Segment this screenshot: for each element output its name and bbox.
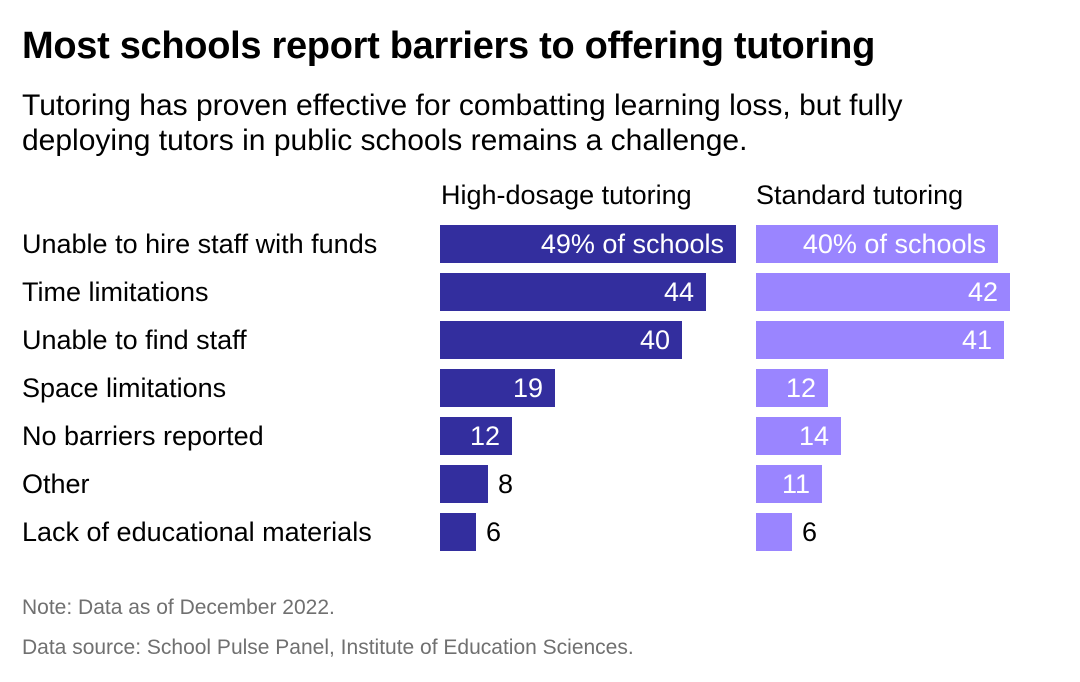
chart-source: Data source: School Pulse Panel, Institu…: [22, 636, 634, 659]
bar: [756, 225, 998, 263]
data-label: 40% of schools: [802, 229, 986, 259]
category-label: Unable to find staff: [22, 325, 247, 355]
bar: [440, 321, 682, 359]
category-label: Unable to hire staff with funds: [22, 229, 378, 259]
panel-title-high-dosage: High-dosage tutoring: [441, 180, 692, 210]
chart-note: Note: Data as of December 2022.: [22, 596, 335, 619]
category-label: Space limitations: [22, 373, 227, 403]
data-label: 42: [967, 277, 998, 307]
bar: [440, 225, 736, 263]
chart-subtitle: Tutoring has proven effective for combat…: [22, 88, 1072, 158]
data-label: 44: [663, 277, 694, 307]
bar: [756, 273, 1010, 311]
data-label: 6: [802, 517, 818, 547]
category-label: Time limitations: [22, 277, 209, 307]
bar: [440, 273, 706, 311]
data-label: 49% of schools: [540, 229, 724, 259]
bar: [756, 321, 1004, 359]
subtitle-line-2: deploying tutors in public schools remai…: [22, 124, 748, 157]
subtitle-line-1: Tutoring has proven effective for combat…: [22, 89, 903, 122]
category-label: No barriers reported: [22, 421, 264, 451]
bar: [756, 465, 822, 503]
bar: [756, 417, 841, 455]
data-label: 12: [469, 421, 500, 451]
panel-title-standard: Standard tutoring: [756, 180, 964, 210]
data-label: 14: [798, 421, 829, 451]
data-label: 11: [781, 469, 810, 499]
bar: [440, 465, 488, 503]
bar: [440, 417, 512, 455]
category-label: Lack of educational materials: [22, 517, 372, 547]
data-label: 12: [785, 373, 816, 403]
chart-title: Most schools report barriers to offering…: [22, 25, 876, 67]
bar: [756, 513, 792, 551]
bar: [440, 369, 555, 407]
data-label: 6: [486, 517, 502, 547]
data-label: 41: [961, 325, 992, 355]
data-label: 19: [512, 373, 543, 403]
bar: [756, 369, 828, 407]
data-label: 8: [498, 469, 514, 499]
category-label: Other: [22, 469, 90, 499]
bar: [440, 513, 476, 551]
data-label: 40: [639, 325, 670, 355]
